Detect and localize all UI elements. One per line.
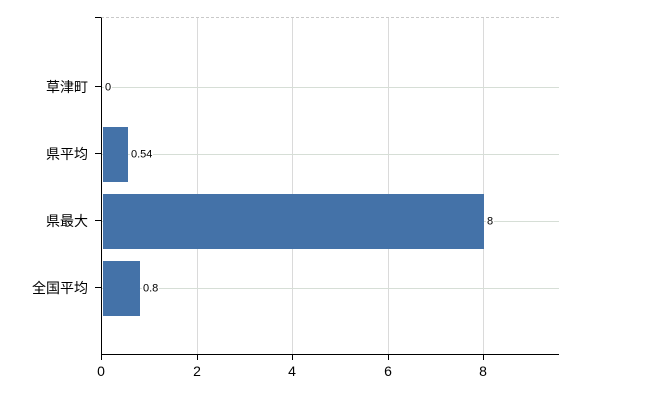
x-axis-tick — [388, 355, 389, 360]
vertical-gridline — [483, 18, 484, 354]
category-label: 全国平均 — [32, 280, 88, 296]
vertical-gridline — [388, 18, 389, 354]
y-axis-tick — [95, 287, 101, 288]
x-axis-tick — [483, 355, 484, 360]
y-axis-top-tick — [95, 17, 101, 18]
horizontal-gridline — [102, 87, 559, 88]
category-label: 県最大 — [46, 213, 88, 229]
value-label: 8 — [486, 215, 495, 229]
vertical-gridline — [292, 18, 293, 354]
vertical-gridline — [197, 18, 198, 354]
x-tick-label: 6 — [384, 363, 392, 379]
y-axis-tick — [95, 220, 101, 221]
x-tick-label: 4 — [288, 363, 296, 379]
value-label: 0.54 — [130, 148, 154, 162]
y-axis-tick — [95, 153, 101, 154]
x-tick-label: 8 — [479, 363, 487, 379]
plot-area: 0 0.54 8 0.8 — [101, 17, 559, 355]
x-axis-tick — [101, 355, 102, 360]
y-axis-tick — [95, 86, 101, 87]
x-tick-label: 0 — [97, 363, 105, 379]
x-axis-tick — [197, 355, 198, 360]
category-label: 草津町 — [46, 79, 88, 95]
bar — [103, 194, 484, 249]
bar — [103, 127, 128, 182]
horizontal-gridline — [102, 288, 559, 289]
x-tick-label: 2 — [193, 363, 201, 379]
value-label: 0.8 — [142, 282, 160, 296]
category-label: 県平均 — [46, 146, 88, 162]
bar — [103, 261, 140, 316]
horizontal-gridline — [102, 154, 559, 155]
value-label: 0 — [104, 81, 113, 95]
x-axis-tick — [292, 355, 293, 360]
